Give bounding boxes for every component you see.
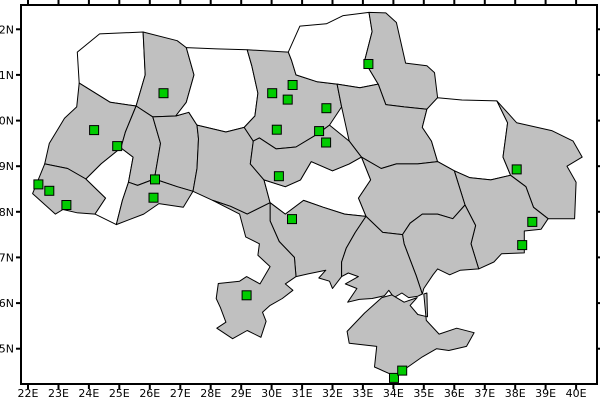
station-marker (517, 240, 528, 251)
station-marker (241, 290, 252, 301)
station-marker (33, 179, 44, 190)
region-kherson (341, 215, 423, 303)
station-marker (314, 126, 325, 137)
x-tick-label: 40E (566, 387, 587, 400)
x-tick-label: 28E (200, 387, 221, 400)
y-tick-label: 47N (0, 251, 14, 264)
y-tick-label: 50N (0, 115, 14, 128)
station-marker (148, 192, 159, 203)
station-marker (271, 124, 282, 135)
station-markers (33, 59, 538, 383)
x-tick-label: 38E (505, 387, 526, 400)
x-tick-label: 32E (322, 387, 343, 400)
region-luhansk (496, 100, 583, 220)
x-tick-label: 30E (261, 387, 282, 400)
station-marker (527, 216, 538, 227)
x-tick-label: 31E (292, 387, 313, 400)
station-marker (287, 214, 297, 225)
x-tick-label: 23E (48, 387, 69, 400)
station-marker (282, 94, 293, 105)
axis-tick-labels: 22E 23E 24E 25E 26E 27E 28E 29E 30E 31E 32E 33E 34E 3… (0, 23, 587, 400)
station-marker (158, 88, 169, 99)
region-odesa (212, 199, 297, 340)
station-marker (267, 88, 278, 99)
y-tick-label: 51N (0, 69, 14, 82)
station-marker (397, 365, 408, 376)
region-zakarpattia (32, 163, 107, 215)
map-regions (32, 11, 583, 377)
station-marker (287, 80, 298, 90)
axis-frame (20, 4, 598, 385)
y-tick-label: 49N (0, 160, 14, 173)
x-tick-label: 33E (352, 387, 373, 400)
station-marker (112, 141, 123, 152)
station-marker (44, 185, 55, 196)
x-tick-label: 22E (18, 387, 39, 400)
station-marker (273, 171, 284, 182)
station-marker (150, 174, 160, 185)
station-marker (61, 200, 72, 210)
region-crimea (346, 292, 475, 377)
x-tick-label: 25E (109, 387, 130, 400)
station-marker (363, 59, 374, 69)
y-tick-label: 46N (0, 297, 14, 310)
x-tick-label: 27E (170, 387, 191, 400)
y-tick-label: 52N (0, 23, 14, 36)
x-tick-label: 24E (78, 387, 99, 400)
station-marker (321, 137, 332, 148)
x-tick-label: 26E (139, 387, 160, 400)
x-tick-label: 34E (383, 387, 404, 400)
x-tick-label: 29E (231, 387, 252, 400)
y-tick-label: 45N (0, 343, 14, 356)
x-tick-label: 36E (444, 387, 465, 400)
x-tick-label: 39E (535, 387, 556, 400)
x-tick-label: 35E (413, 387, 434, 400)
station-marker (89, 125, 100, 136)
station-marker (389, 372, 399, 383)
x-tick-label: 37E (474, 387, 495, 400)
station-marker (511, 164, 522, 175)
station-marker (321, 103, 332, 114)
y-tick-label: 48N (0, 206, 14, 219)
